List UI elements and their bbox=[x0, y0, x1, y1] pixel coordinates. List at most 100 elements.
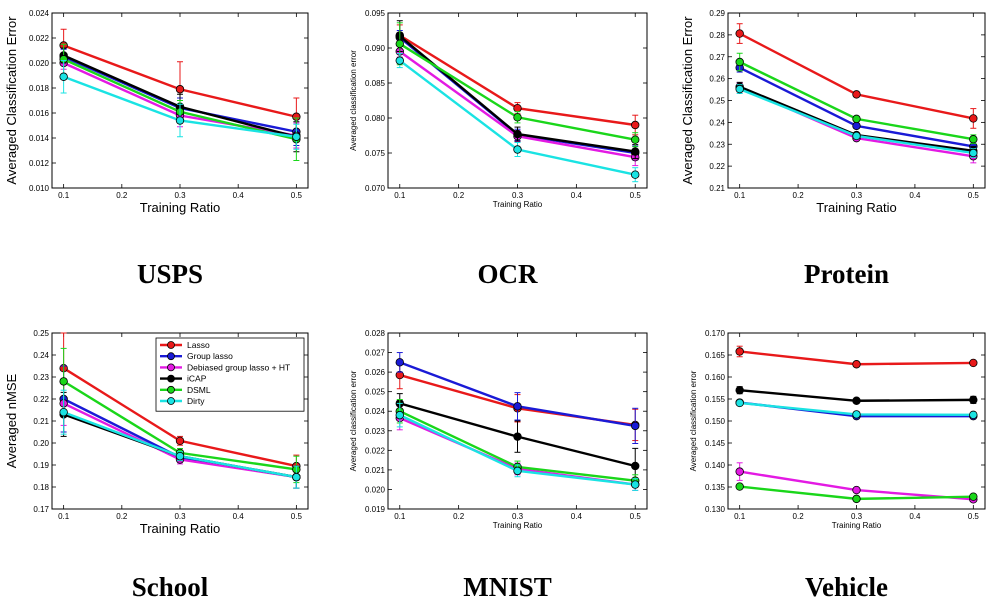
x-tick-label: 0.3 bbox=[174, 512, 186, 521]
x-tick-label: 0.4 bbox=[233, 512, 245, 521]
series-dirty bbox=[395, 53, 640, 183]
plot-frame bbox=[387, 12, 648, 189]
y-tick-label: 0.020 bbox=[29, 59, 50, 68]
y-axis-label: Averaged nMSE bbox=[4, 373, 19, 468]
data-point bbox=[969, 492, 978, 501]
x-tick-label: 0.1 bbox=[394, 512, 406, 521]
panel-school: 0.17 0.18 0.19 0.20 0.21 0.22 0.23 0.24 0.25 0.1 0… bbox=[4, 329, 309, 598]
y-tick-label: 0.016 bbox=[29, 109, 50, 118]
y-tick-label: 0.140 bbox=[705, 461, 726, 470]
legend-entry-dirty: Dirty bbox=[160, 396, 205, 406]
x-tick-label: 0.2 bbox=[116, 191, 128, 200]
y-tick-label: 0.25 bbox=[709, 97, 725, 106]
y-tick-label: 0.19 bbox=[33, 461, 49, 470]
y-tick-label: 0.095 bbox=[365, 9, 386, 18]
x-tick-label: 0.1 bbox=[734, 512, 746, 521]
legend-entry-icap: iCAP bbox=[160, 374, 207, 384]
y-tick-label: 0.23 bbox=[33, 373, 49, 382]
series-dirty bbox=[735, 398, 978, 420]
y-tick-label: 0.29 bbox=[709, 9, 725, 18]
y-tick-label: 0.24 bbox=[709, 118, 725, 127]
data-point bbox=[395, 56, 404, 65]
data-point bbox=[735, 467, 744, 476]
data-point bbox=[735, 482, 744, 491]
x-tick-label: 0.5 bbox=[968, 512, 980, 521]
x-tick-label: 0.4 bbox=[571, 191, 583, 200]
legend-label: Debiased group lasso + HT bbox=[187, 362, 290, 372]
y-tick-label: 0.18 bbox=[33, 483, 49, 492]
data-point bbox=[969, 135, 978, 144]
data-point bbox=[631, 170, 640, 179]
y-tick-label: 0.20 bbox=[33, 439, 49, 448]
x-tick-label: 0.3 bbox=[851, 191, 863, 200]
series-dirty bbox=[735, 84, 978, 158]
legend-label: Dirty bbox=[187, 396, 205, 406]
y-tick-label: 0.26 bbox=[709, 75, 725, 84]
x-tick-label: 0.2 bbox=[793, 512, 805, 521]
data-point bbox=[513, 129, 522, 139]
y-tick-label: 0.090 bbox=[365, 44, 386, 53]
y-tick-label: 0.28 bbox=[709, 31, 725, 40]
y-tick-label: 0.070 bbox=[365, 184, 386, 193]
data-point bbox=[395, 358, 404, 367]
panel-mnist: 0.019 0.020 0.021 0.022 0.023 0.024 0.025 0.026… bbox=[349, 329, 648, 598]
series-icap bbox=[395, 393, 640, 485]
y-tick-label: 0.165 bbox=[705, 351, 726, 360]
y-tick-label: 0.018 bbox=[29, 84, 50, 93]
series-dirty bbox=[59, 60, 301, 150]
y-tick-label: 0.023 bbox=[365, 427, 386, 436]
x-tick-label: 0.1 bbox=[58, 191, 70, 200]
y-tick-label: 0.145 bbox=[705, 439, 726, 448]
y-tick-label: 0.17 bbox=[33, 505, 49, 514]
y-axis-label: Averaged Classification Error bbox=[680, 16, 695, 185]
x-tick-label: 0.5 bbox=[968, 191, 980, 200]
data-point bbox=[292, 472, 301, 482]
series-dirty bbox=[395, 402, 640, 491]
x-axis-label: Training Ratio bbox=[493, 200, 543, 209]
data-point bbox=[292, 132, 301, 141]
series-line bbox=[739, 32, 974, 120]
y-tick-label: 0.21 bbox=[33, 417, 49, 426]
data-point bbox=[395, 410, 404, 420]
x-axis-label: Training Ratio bbox=[140, 521, 220, 536]
y-tick-label: 0.012 bbox=[29, 159, 50, 168]
y-tick-label: 0.014 bbox=[29, 134, 50, 143]
data-point bbox=[175, 85, 185, 94]
data-point bbox=[969, 410, 978, 420]
x-tick-label: 0.3 bbox=[174, 191, 186, 200]
legend-marker bbox=[167, 341, 175, 349]
y-tick-label: 0.025 bbox=[365, 388, 386, 397]
data-point bbox=[59, 377, 68, 386]
y-tick-label: 0.160 bbox=[705, 373, 726, 382]
legend-entry-dsml: DSML bbox=[160, 385, 211, 395]
y-tick-label: 0.155 bbox=[705, 395, 726, 404]
plot-frame bbox=[727, 332, 986, 510]
y-tick-label: 0.019 bbox=[365, 505, 386, 514]
legend-marker bbox=[167, 385, 175, 394]
data-point bbox=[513, 103, 522, 113]
y-tick-label: 0.080 bbox=[365, 114, 386, 123]
data-point bbox=[852, 121, 861, 131]
data-point bbox=[852, 410, 861, 419]
data-point bbox=[513, 466, 522, 476]
data-point bbox=[59, 408, 68, 417]
data-point bbox=[631, 421, 640, 431]
data-point bbox=[175, 116, 185, 125]
legend-marker bbox=[167, 363, 175, 372]
y-tick-label: 0.024 bbox=[29, 9, 50, 18]
panel-usps: 0.010 0.012 0.014 0.016 0.018 0.020 0.022 0.024… bbox=[4, 9, 309, 289]
x-tick-label: 0.5 bbox=[291, 191, 303, 200]
data-point bbox=[969, 148, 978, 158]
data-point bbox=[513, 113, 522, 122]
y-tick-label: 0.22 bbox=[709, 162, 725, 171]
dataset-title: Protein bbox=[804, 259, 889, 289]
x-axis-label: Training Ratio bbox=[832, 521, 882, 530]
y-tick-label: 0.021 bbox=[365, 466, 386, 475]
y-axis-label: Averaged classification error bbox=[689, 370, 698, 471]
data-point bbox=[735, 398, 744, 408]
x-tick-label: 0.3 bbox=[512, 512, 524, 521]
y-tick-label: 0.026 bbox=[365, 368, 386, 377]
data-point bbox=[513, 145, 522, 154]
